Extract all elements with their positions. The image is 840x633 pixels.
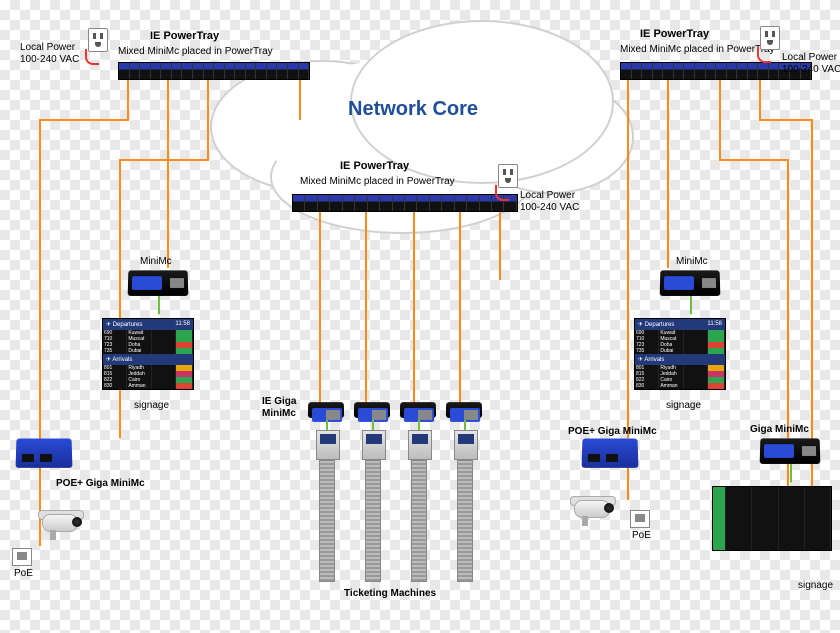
ticketing-kiosk: [362, 430, 384, 582]
ie-giga-minimc: [354, 402, 390, 418]
outlet-left-label-2: 100-240 VAC: [20, 54, 79, 65]
giga-minimc-right: [760, 438, 821, 464]
tray-center-title: IE PowerTray: [340, 160, 409, 172]
tray-right-title: IE PowerTray: [640, 28, 709, 40]
outlet-right: [760, 26, 780, 50]
ethernet-port-left: [12, 548, 32, 566]
big-signage-board: [712, 486, 832, 551]
ie-giga-minimc-label-2: MiniMc: [262, 408, 296, 419]
minimc-left-label: MiniMc: [140, 256, 172, 267]
big-signage-label: signage: [798, 580, 833, 591]
signage-right-label: signage: [666, 400, 701, 411]
outlet-right-label-1: Local Power: [782, 52, 837, 63]
ticketing-kiosk: [454, 430, 476, 582]
camera-left: [36, 510, 86, 540]
tray-center-subtitle: Mixed MiniMc placed in PowerTray: [300, 176, 455, 187]
poe-port-left-label: PoE: [14, 568, 33, 579]
giga-minimc-right-label: Giga MiniMc: [750, 424, 809, 435]
poe-right: [582, 439, 639, 468]
tray-left-subtitle: Mixed MiniMc placed in PowerTray: [118, 46, 273, 57]
ie-giga-minimc: [446, 402, 482, 418]
outlet-left: [88, 28, 108, 52]
ie-giga-minimc: [308, 402, 344, 418]
ticketing-kiosk: [408, 430, 430, 582]
power-tray-center: [292, 194, 518, 212]
outlet-left-label-1: Local Power: [20, 42, 75, 53]
outlet-center-label-1: Local Power: [520, 190, 575, 201]
power-tray-left: [118, 62, 310, 80]
poe-left: [16, 439, 73, 468]
minimc-left: [128, 270, 189, 296]
tray-right-subtitle: Mixed MiniMc placed in PowerTray: [620, 44, 775, 55]
signage-left-label: signage: [134, 400, 169, 411]
signage-board-right: ✈ Departures11:58690Kuwait710Muscat723Do…: [634, 318, 726, 390]
ticketing-kiosk: [316, 430, 338, 582]
poe-left-label: POE+ Giga MiniMc: [56, 478, 145, 489]
poe-right-label: POE+ Giga MiniMc: [568, 426, 657, 437]
ie-giga-minimc: [400, 402, 436, 418]
minimc-right: [660, 270, 721, 296]
ethernet-port-right: [630, 510, 650, 528]
ie-giga-minimc-label-1: IE Giga: [262, 396, 296, 407]
minimc-right-label: MiniMc: [676, 256, 708, 267]
signage-board-left: ✈ Departures11:58690Kuwait710Muscat723Do…: [102, 318, 194, 390]
outlet-right-label-2: 100-240 VAC: [782, 64, 840, 75]
network-core-title: Network Core: [348, 98, 478, 121]
ticketing-label: Ticketing Machines: [344, 588, 436, 599]
camera-right: [568, 496, 618, 526]
tray-left-title: IE PowerTray: [150, 30, 219, 42]
outlet-center-label-2: 100-240 VAC: [520, 202, 579, 213]
outlet-center: [498, 164, 518, 188]
poe-port-right-label: PoE: [632, 530, 651, 541]
